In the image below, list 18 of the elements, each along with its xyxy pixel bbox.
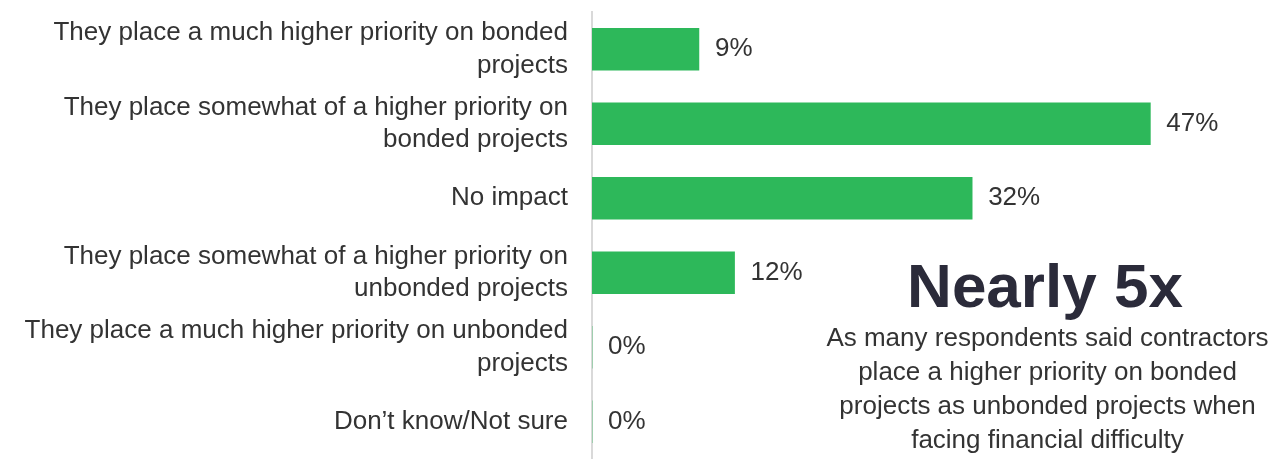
data-label: 0% [608,330,646,361]
data-label: 32% [988,181,1041,212]
bar [592,251,735,295]
data-label: 0% [608,404,646,435]
bar [592,176,973,220]
y-tick-label: They place somewhat of a higher priority on bonded projects [63,90,568,154]
bar [592,102,1151,146]
y-tick-label: No impact [450,181,569,212]
annotation: As many respondents said contractors place a higher priority on bonded projects as unbonded projects when facing financial difficulty [825,321,1270,456]
y-tick-label: Don’t know/Not sure [333,404,568,435]
annotation: Nearly 5x [906,250,1184,321]
y-tick-label: They place a much higher priority on bonded projects [53,16,568,79]
y-tick-label: They place somewhat of a higher priority on unbonded projects [63,239,568,303]
data-label: 47% [1166,106,1219,137]
y-tick-label: They place a much higher priority on unbonded projects [24,314,568,377]
bar [592,27,700,71]
data-label: 12% [750,255,803,286]
data-label: 9% [714,32,753,63]
